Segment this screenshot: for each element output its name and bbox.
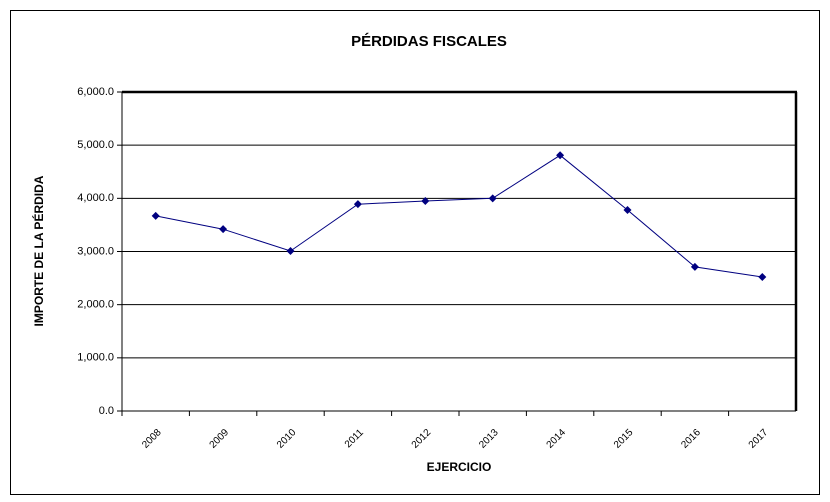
y-tick-label: 5,000.0 — [77, 139, 114, 151]
y-tick-label: 1,000.0 — [77, 352, 114, 364]
chart-frame — [10, 10, 820, 495]
y-tick-label: 2,000.0 — [77, 299, 114, 311]
y-tick-label: 0.0 — [99, 405, 114, 417]
point-marker — [353, 200, 362, 209]
y-axis-title: IMPORTE DE LA PÉRDIDA — [31, 175, 46, 326]
point-marker — [556, 151, 565, 160]
x-axis-title: EJERCICIO — [427, 460, 492, 474]
point-marker — [488, 194, 497, 203]
y-tick-label: 6,000.0 — [77, 86, 114, 98]
chart-title: PÉRDIDAS FISCALES — [351, 33, 507, 50]
point-marker — [421, 196, 430, 205]
point-marker — [758, 273, 767, 282]
line-series — [155, 154, 763, 278]
y-tick-label: 4,000.0 — [77, 192, 114, 204]
point-marker — [151, 211, 160, 220]
point-marker — [690, 262, 699, 271]
point-marker — [219, 225, 228, 234]
point-marker — [623, 206, 632, 215]
y-tick-label: 3,000.0 — [77, 245, 114, 257]
point-marker — [286, 246, 295, 255]
